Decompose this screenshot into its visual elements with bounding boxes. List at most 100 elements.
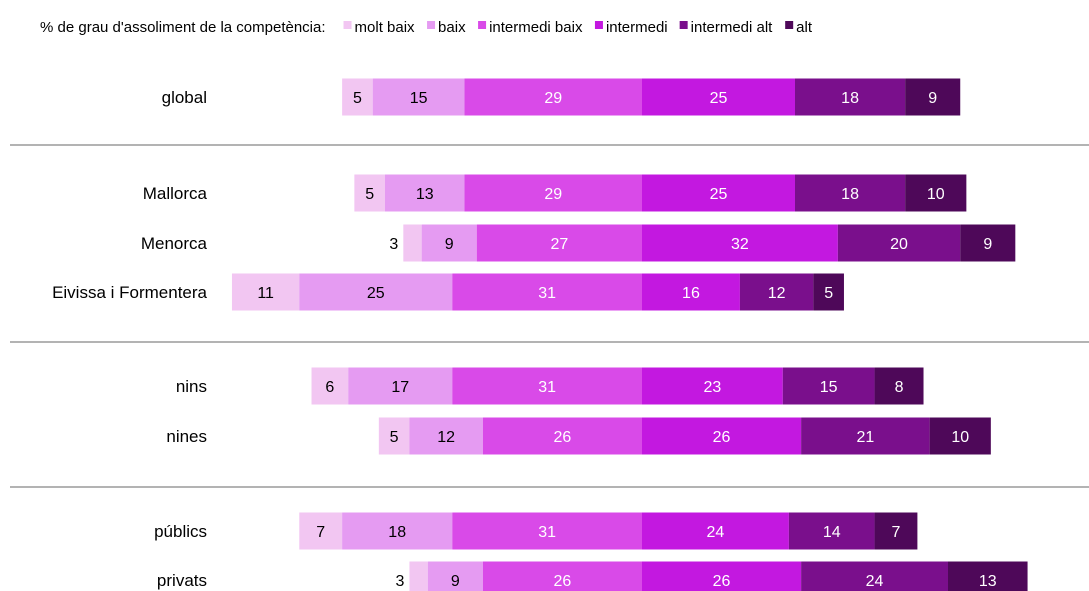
data-label-publics-intermedi-baix: 31 <box>538 524 556 541</box>
bar-segment-mallorca-molt-baix <box>354 174 385 212</box>
bar-segment-privats-intermedi-baix <box>482 561 642 591</box>
bar-row-nines: 5 12 26 26 21 10 <box>378 417 991 455</box>
category-label-privats: privats <box>157 571 207 590</box>
bar-segment-menorca-intermedi <box>642 224 838 262</box>
data-label-eivissa-i-formentera-intermedi-baix: 31 <box>538 285 556 302</box>
bar-segment-global-intermedi-alt <box>795 78 906 116</box>
data-label-mallorca-molt-baix: 5 <box>365 186 374 203</box>
bar-segment-privats-intermedi <box>642 561 802 591</box>
data-label-global-intermedi-baix: 29 <box>544 90 562 107</box>
bar-segment-nins-intermedi-alt <box>782 367 875 405</box>
data-label-privats-alt: 13 <box>979 573 997 590</box>
category-label-eivissa-i-formentera: Eivissa i Formentera <box>52 283 207 302</box>
bar-row-mallorca: 5 13 29 25 18 10 <box>354 174 967 212</box>
bar-segment-eivissa-i-formentera-alt <box>813 273 844 311</box>
data-label-nines-intermedi-baix: 26 <box>554 429 572 446</box>
data-label-publics-intermedi-alt: 14 <box>823 524 841 541</box>
data-label-nins-baix: 17 <box>391 379 409 396</box>
bar-segment-publics-molt-baix <box>299 512 343 550</box>
bar-segment-eivissa-i-formentera-intermedi-alt <box>739 273 814 311</box>
bar-segment-publics-baix <box>342 512 453 550</box>
data-label-eivissa-i-formentera-baix: 25 <box>367 285 385 302</box>
data-label-publics-alt: 7 <box>892 524 901 541</box>
data-label-privats-molt-baix: 3 <box>396 573 405 590</box>
bar-segment-publics-alt <box>874 512 918 550</box>
bar-segment-privats-intermedi-alt <box>801 561 948 591</box>
data-label-menorca-alt: 9 <box>983 236 992 253</box>
bar-segment-publics-intermedi-alt <box>788 512 875 550</box>
data-label-menorca-intermedi-baix: 27 <box>550 236 568 253</box>
bar-segment-mallorca-baix <box>384 174 465 212</box>
data-label-mallorca-alt: 10 <box>927 186 945 203</box>
data-label-global-molt-baix: 5 <box>353 90 362 107</box>
data-label-menorca-intermedi: 32 <box>731 236 749 253</box>
data-label-mallorca-intermedi-baix: 29 <box>544 186 562 203</box>
legend: molt baix baix intermedi baix intermedi inte… <box>343 19 813 36</box>
bar-segment-eivissa-i-formentera-molt-baix <box>231 273 300 311</box>
bar-segment-nins-molt-baix <box>311 367 349 405</box>
data-label-nines-intermedi: 26 <box>713 429 731 446</box>
bar-segment-privats-baix <box>427 561 483 591</box>
bar-segment-privats-alt <box>948 561 1028 591</box>
bar-segment-global-baix <box>372 78 465 116</box>
bar-segment-publics-intermedi-baix <box>452 512 642 550</box>
bar-segment-menorca-alt <box>960 224 1016 262</box>
bar-segment-nins-alt <box>874 367 924 405</box>
bar-segment-menorca-molt-baix <box>403 224 422 262</box>
bar-segment-global-intermedi-baix <box>464 78 642 116</box>
data-label-nins-molt-baix: 6 <box>325 379 334 396</box>
category-label-menorca: Menorca <box>141 234 208 253</box>
bar-row-publics: 7 18 31 24 14 7 <box>299 512 918 550</box>
bar-segment-nines-alt <box>929 417 991 455</box>
bar-segment-nines-baix <box>409 417 483 455</box>
data-label-privats-intermedi-baix: 26 <box>554 573 572 590</box>
bar-row-menorca: 3 9 27 32 20 9 <box>389 224 1016 262</box>
category-label-mallorca: Mallorca <box>143 184 208 203</box>
bar-segment-eivissa-i-formentera-intermedi-baix <box>452 273 642 311</box>
legend-label-intermedi-alt: intermedi alt <box>691 19 774 36</box>
data-label-nins-intermedi-baix: 31 <box>538 379 556 396</box>
category-label-nins: nins <box>176 377 207 396</box>
bar-segment-nines-molt-baix <box>378 417 410 455</box>
legend-label-baix: baix <box>438 19 466 36</box>
bar-segment-privats-molt-baix <box>409 561 428 591</box>
bar-segment-global-intermedi <box>642 78 795 116</box>
data-label-eivissa-i-formentera-intermedi: 16 <box>682 285 700 302</box>
category-label-global: global <box>162 88 207 107</box>
bars: 5 15 29 25 18 9 5 13 29 25 18 10 3 9 27 32 20 9 11 25 31 16 12… <box>231 78 1028 591</box>
data-label-mallorca-intermedi: 25 <box>710 186 728 203</box>
data-label-eivissa-i-formentera-intermedi-alt: 12 <box>768 285 786 302</box>
bar-segment-nins-baix <box>348 367 453 405</box>
bar-segment-menorca-intermedi-alt <box>837 224 961 262</box>
bar-segment-nines-intermedi-alt <box>801 417 930 455</box>
data-label-global-intermedi-alt: 18 <box>841 90 859 107</box>
bar-row-nins: 6 17 31 23 15 8 <box>311 367 924 405</box>
legend-swatch-molt-baix <box>343 21 352 29</box>
data-label-menorca-intermedi-alt: 20 <box>890 236 908 253</box>
data-label-menorca-molt-baix: 3 <box>389 236 398 253</box>
data-label-mallorca-baix: 13 <box>416 186 434 203</box>
legend-title: % de grau d'assoliment de la competència… <box>40 19 326 36</box>
bar-segment-nins-intermedi <box>642 367 783 405</box>
data-label-eivissa-i-formentera-alt: 5 <box>824 285 833 302</box>
category-labels: global Mallorca Menorca Eivissa i Formenter… <box>52 88 207 590</box>
bar-segment-mallorca-intermedi-baix <box>464 174 642 212</box>
legend-swatch-intermedi-baix <box>478 21 487 29</box>
data-label-eivissa-i-formentera-molt-baix: 11 <box>257 285 274 302</box>
bar-row-global: 5 15 29 25 18 9 <box>342 78 961 116</box>
category-label-nines: nines <box>166 427 207 446</box>
legend-swatch-baix <box>427 21 436 29</box>
legend-label-molt-baix: molt baix <box>355 19 416 36</box>
bar-segment-menorca-baix <box>421 224 477 262</box>
legend-label-alt: alt <box>796 19 813 36</box>
data-label-publics-molt-baix: 7 <box>316 524 325 541</box>
data-label-menorca-baix: 9 <box>445 236 454 253</box>
bar-segment-mallorca-intermedi <box>642 174 795 212</box>
legend-label-intermedi: intermedi <box>606 19 668 36</box>
bar-segment-global-alt <box>905 78 961 116</box>
data-label-nins-intermedi: 23 <box>703 379 721 396</box>
bar-segment-eivissa-i-formentera-intermedi <box>642 273 740 311</box>
data-label-global-alt: 9 <box>928 90 937 107</box>
data-label-nins-intermedi-alt: 15 <box>820 379 838 396</box>
